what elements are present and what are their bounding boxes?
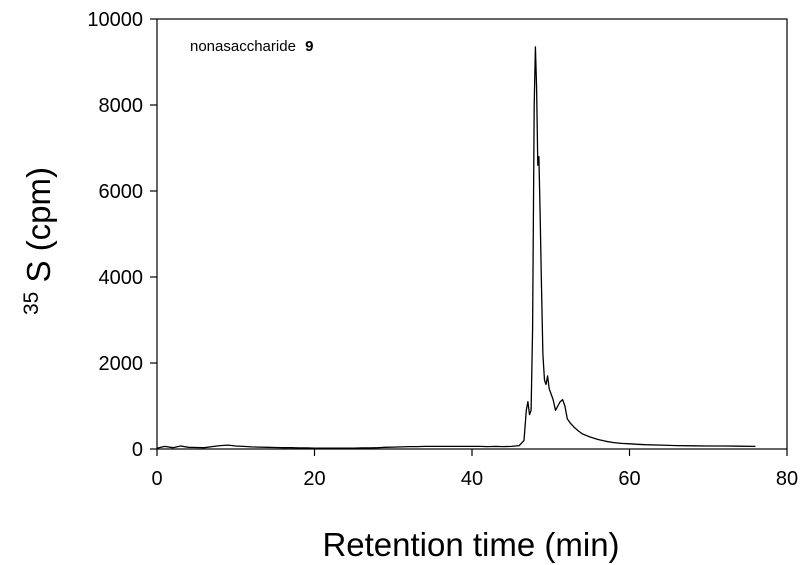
annotation-text: nonasaccharide <box>190 38 296 55</box>
y-tick-label: 10000 <box>87 9 143 31</box>
x-axis-title: Retention time (min) <box>322 526 619 563</box>
y-tick-label: 6000 <box>99 181 144 203</box>
y-axis-title-text: S (cpm) <box>20 167 57 283</box>
y-tick-label: 2000 <box>99 353 144 375</box>
x-axis: 0 20 40 60 80 <box>151 449 798 490</box>
y-axis-title-superscript: 35 <box>20 292 43 315</box>
x-tick-label: 20 <box>303 468 325 490</box>
annotation-compound-number: 9 <box>305 38 313 55</box>
y-axis: 0 2000 4000 6000 8000 10000 <box>87 9 157 461</box>
y-axis-title: 35 S (cpm) <box>8 167 57 315</box>
x-tick-label: 40 <box>461 468 483 490</box>
series-group <box>156 46 756 449</box>
y-tick-label: 4000 <box>99 267 144 289</box>
x-tick-label: 60 <box>618 468 640 490</box>
annotation-label: nonasaccharide 9 <box>190 38 313 55</box>
series-line <box>156 46 756 449</box>
y-tick-label: 8000 <box>99 95 144 117</box>
plot-frame <box>156 18 788 450</box>
x-tick-label: 80 <box>776 468 798 490</box>
x-tick-label: 0 <box>151 468 162 490</box>
y-tick-label: 0 <box>132 439 143 461</box>
